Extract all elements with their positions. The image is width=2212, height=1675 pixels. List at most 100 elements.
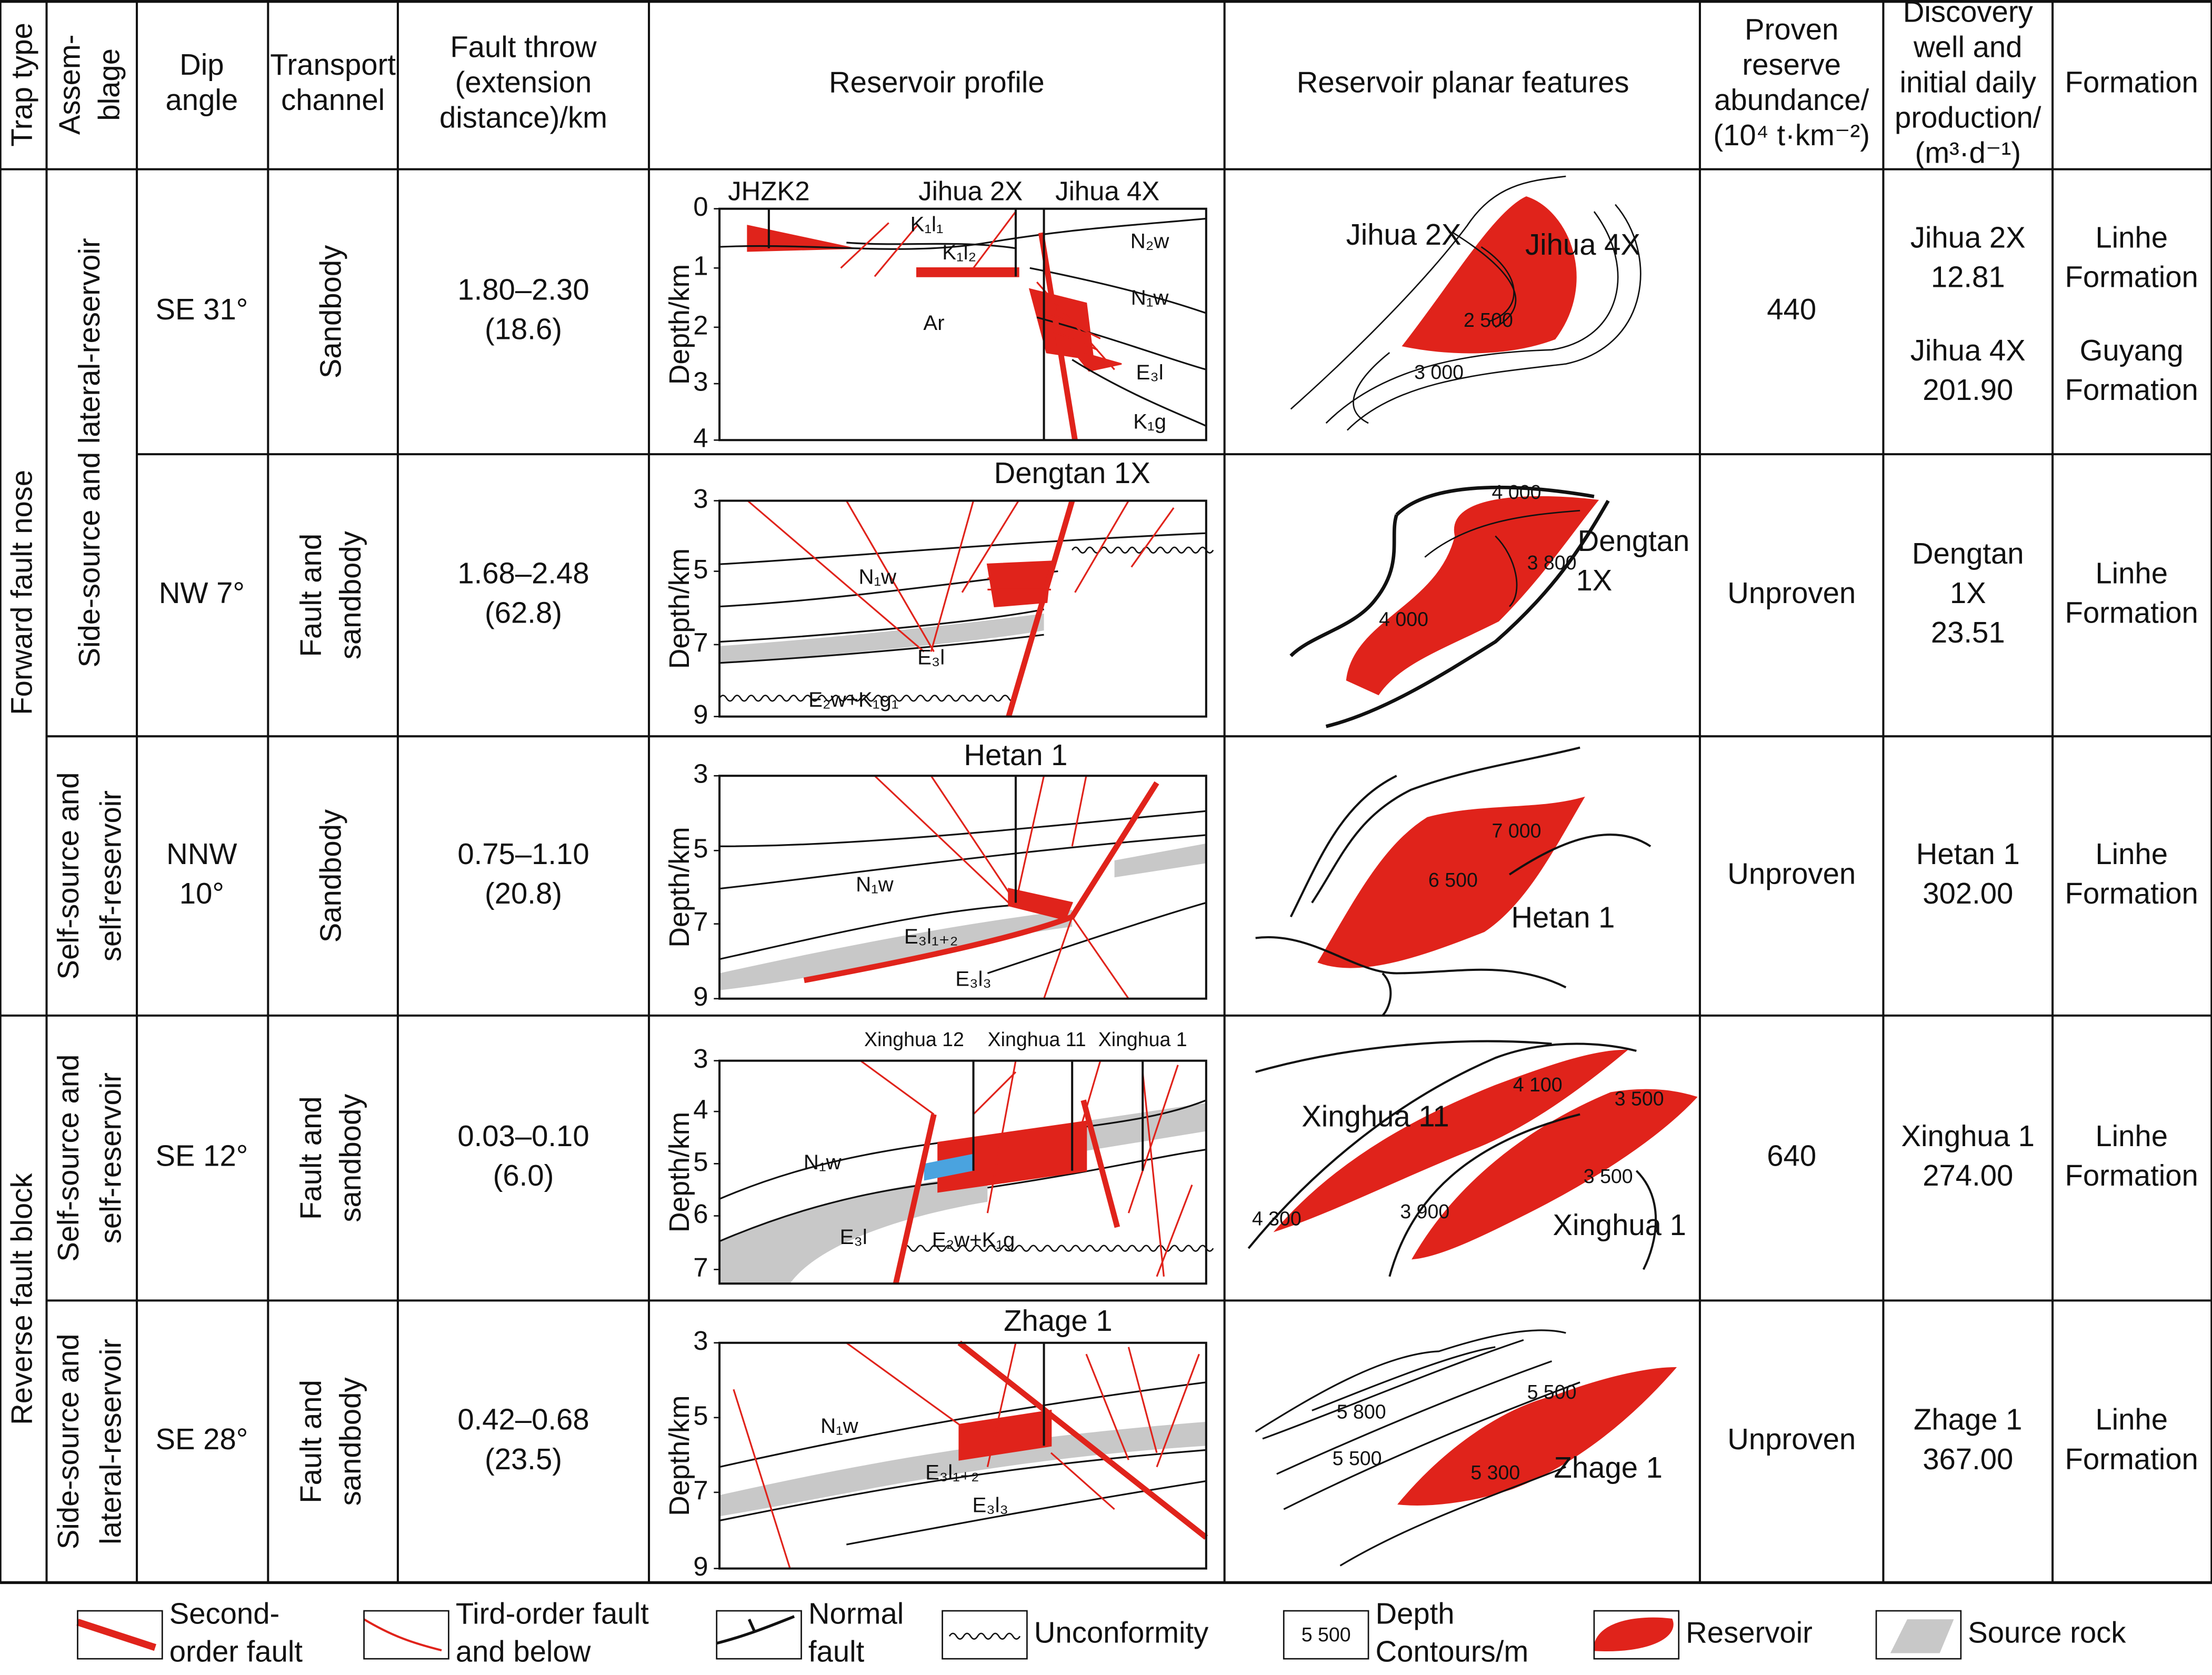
fault: [961, 500, 1019, 593]
fault-outline: [1325, 499, 1610, 728]
legend-label: Unconformity: [1034, 1616, 1209, 1649]
fault: [845, 500, 935, 653]
reserve: 440: [1767, 293, 1816, 326]
assemblage: Side-source and lateral-reservoir: [73, 238, 106, 667]
outline: [1255, 1040, 1552, 1074]
legend-icon-text: 5 500: [1302, 1623, 1351, 1646]
unit-label: E₃l: [840, 1225, 867, 1249]
discovery: 201.90: [1923, 373, 2013, 406]
legend-label: Reservoir: [1686, 1616, 1813, 1649]
well-label: Xinghua 11: [1302, 1099, 1449, 1132]
unit-label: E₃l₁₊₂: [925, 1461, 979, 1485]
second-order-fault: [1038, 232, 1078, 441]
reservoir: [1346, 496, 1599, 696]
contour-label: 5 800: [1337, 1401, 1386, 1423]
legend-icon: [1890, 1619, 1954, 1653]
fault: [1043, 326, 1098, 351]
transport-channel: sandbody: [334, 1094, 367, 1222]
header-text: abundance/: [1714, 83, 1869, 116]
well-label: Jihua 4X: [1525, 228, 1640, 261]
fault-outline: [1395, 485, 1595, 516]
formation: Linhe: [2095, 556, 2168, 589]
legend-label: fault: [808, 1635, 865, 1668]
depth-tick: 3: [693, 1326, 708, 1356]
dip-angle: 10°: [179, 877, 224, 910]
contour-label: 6 500: [1428, 869, 1478, 891]
header-text: channel: [281, 83, 385, 116]
legend-box: [1283, 1610, 1369, 1660]
depth-tick: 7: [693, 627, 708, 657]
strata: [719, 1381, 1207, 1468]
outline: [1339, 1466, 1566, 1567]
depth-tick: 9: [693, 699, 708, 729]
unit-label: N₁w: [856, 872, 894, 896]
reservoir: [1273, 1049, 1628, 1232]
depth-tick: 5: [693, 554, 708, 584]
header-text: Trap type: [5, 23, 38, 147]
contour-label: 3 000: [1414, 361, 1464, 383]
outline: [1388, 1113, 1580, 1277]
second-order-fault: [803, 781, 1159, 984]
contour: [1325, 211, 1619, 424]
legend-label: Depth: [1375, 1597, 1454, 1630]
transport-channel: Fault and: [294, 1380, 327, 1503]
unconformity: [948, 1632, 1021, 1640]
depth-tick: 9: [693, 981, 708, 1011]
contour: [1290, 175, 1566, 410]
outline: [1635, 1170, 1657, 1270]
assemblage: Side-source and: [52, 1334, 85, 1550]
header-text: reserve: [1742, 48, 1841, 81]
header-text: well and: [1913, 31, 2022, 64]
strata: [987, 901, 1207, 975]
outline: [1276, 1360, 1553, 1475]
unit-label: K₁l₂: [942, 240, 976, 264]
discovery: Dengtan: [1912, 537, 2024, 570]
strata: [1072, 359, 1207, 427]
fault-throw: 0.75–1.10: [457, 837, 589, 870]
outline: [1255, 936, 1567, 989]
unit-label: K₁l₁: [910, 212, 944, 236]
header-text: blage: [93, 48, 126, 121]
fault: [1071, 775, 1087, 847]
fault-throw: (62.8): [485, 596, 562, 629]
legend-icon: [1593, 1617, 1674, 1652]
depth-tick: 3: [693, 1044, 708, 1074]
legend-box: [1875, 1610, 1962, 1660]
source-rock: [719, 1173, 988, 1284]
legend-icon: [716, 1615, 795, 1645]
depth-tick: 6: [693, 1199, 708, 1229]
fault: [1142, 1071, 1165, 1277]
transport-channel: Fault and: [294, 1096, 327, 1220]
transport-channel: sandbody: [334, 530, 367, 659]
reserve: 640: [1767, 1139, 1816, 1172]
profile-frame: [718, 499, 1207, 718]
legend-box: [1593, 1610, 1680, 1660]
unit-label: E₃l₃: [972, 1493, 1008, 1517]
contour-label: 3 500: [1615, 1088, 1664, 1110]
source-rock: [719, 613, 1044, 663]
fault: [846, 1342, 960, 1426]
formation: Linhe: [2095, 1119, 2168, 1152]
contour: [1424, 509, 1580, 558]
axis-label: Depth/km: [664, 264, 695, 385]
depth-tick: 5: [693, 834, 708, 864]
legend-box: [942, 1610, 1028, 1660]
drawings: [76, 175, 1954, 1653]
header-text: Reservoir profile: [829, 66, 1045, 99]
formation: Linhe: [2095, 221, 2168, 254]
reservoir: [1070, 348, 1122, 372]
unconformity: [718, 695, 1017, 702]
strata: [1036, 316, 1207, 370]
fault-outline: [1289, 514, 1398, 657]
fault-throw: 1.68–2.48: [457, 556, 589, 589]
fault: [860, 1060, 935, 1115]
legend-icon: [747, 1619, 756, 1633]
second-order-fault: [1080, 1099, 1120, 1228]
depth-tick: 0: [693, 192, 708, 222]
legend-box: [716, 1610, 802, 1660]
fault-throw: (18.6): [485, 313, 562, 346]
header-text: Formation: [2065, 66, 2198, 99]
reserve: Unproven: [1727, 576, 1856, 609]
outline: [1508, 834, 1652, 876]
discovery: 274.00: [1923, 1159, 2013, 1192]
